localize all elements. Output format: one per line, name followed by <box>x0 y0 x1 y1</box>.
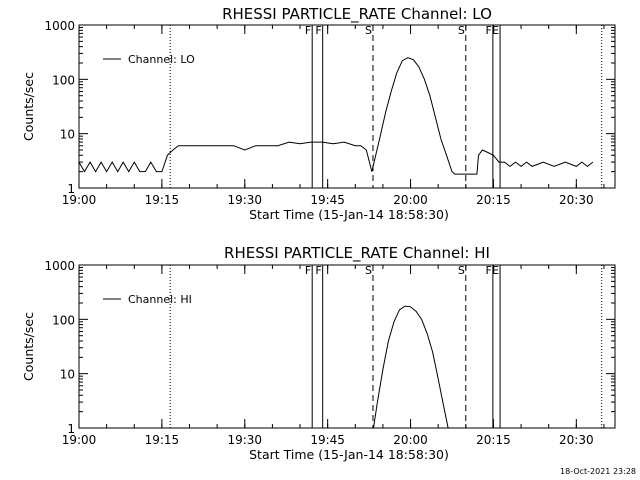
y-tick-label: 10 <box>60 128 75 142</box>
chart-panel-2: RHESSI PARTICLE_RATE Channel: HI 1 10 100 10… <box>21 244 616 462</box>
event-marker-label: F <box>305 24 311 37</box>
event-marker-label: F <box>315 264 321 277</box>
x-tick-label: 20:30 <box>559 193 594 207</box>
series-line <box>78 57 594 175</box>
event-marker-label: S <box>458 264 465 277</box>
legend-label: Channel: LO <box>128 53 195 66</box>
x-tick-label: 19:00 <box>62 433 97 447</box>
x-axis-label: Start Time (15-Jan-14 18:58:30) <box>249 207 449 222</box>
y-tick-label: 100 <box>52 313 75 327</box>
event-marker-label: F <box>305 264 311 277</box>
chart-title: RHESSI PARTICLE_RATE Channel: LO <box>222 5 492 24</box>
chart-panel-1: RHESSI PARTICLE_RATE Channel: LO 1 10 100 10… <box>21 5 616 222</box>
x-tick-label: 19:15 <box>145 193 180 207</box>
event-marker-label: E <box>492 264 499 277</box>
event-marker-label: E <box>492 24 499 37</box>
chart-title: RHESSI PARTICLE_RATE Channel: HI <box>224 244 490 263</box>
x-tick-label: 20:00 <box>393 193 428 207</box>
event-marker-label: S <box>365 264 372 277</box>
y-axis-label: Counts/sec <box>21 312 36 381</box>
x-tick-label: 19:45 <box>310 433 345 447</box>
y-tick-label: 1 <box>67 422 75 436</box>
y-tick-label: 1000 <box>44 19 75 33</box>
y-tick-label: 1000 <box>44 259 75 273</box>
y-tick-label: 1 <box>67 182 75 196</box>
x-tick-label: 20:00 <box>393 433 428 447</box>
x-tick-label: 19:00 <box>62 193 97 207</box>
legend-label: Channel: HI <box>128 293 192 306</box>
plot-frame <box>78 264 616 429</box>
event-marker-label: S <box>458 24 465 37</box>
x-tick-label: 20:15 <box>476 433 511 447</box>
y-axis-label: Counts/sec <box>21 72 36 141</box>
x-tick-label: 20:15 <box>476 193 511 207</box>
plot-frame <box>78 24 616 189</box>
timestamp-text: 18-Oct-2021 23:28 <box>560 467 636 476</box>
event-marker-label: S <box>365 24 372 37</box>
x-tick-label: 19:30 <box>227 433 262 447</box>
x-tick-label: 19:15 <box>145 433 180 447</box>
event-marker-label: F <box>315 24 321 37</box>
x-tick-label: 19:45 <box>310 193 345 207</box>
y-tick-label: 10 <box>60 368 75 382</box>
series-line <box>373 305 449 429</box>
x-tick-label: 19:30 <box>227 193 262 207</box>
event-marker-label: F <box>486 24 492 37</box>
y-tick-label: 100 <box>52 73 75 87</box>
event-marker-label: F <box>486 264 492 277</box>
x-tick-label: 20:30 <box>559 433 594 447</box>
x-axis-label: Start Time (15-Jan-14 18:58:30) <box>249 447 449 462</box>
